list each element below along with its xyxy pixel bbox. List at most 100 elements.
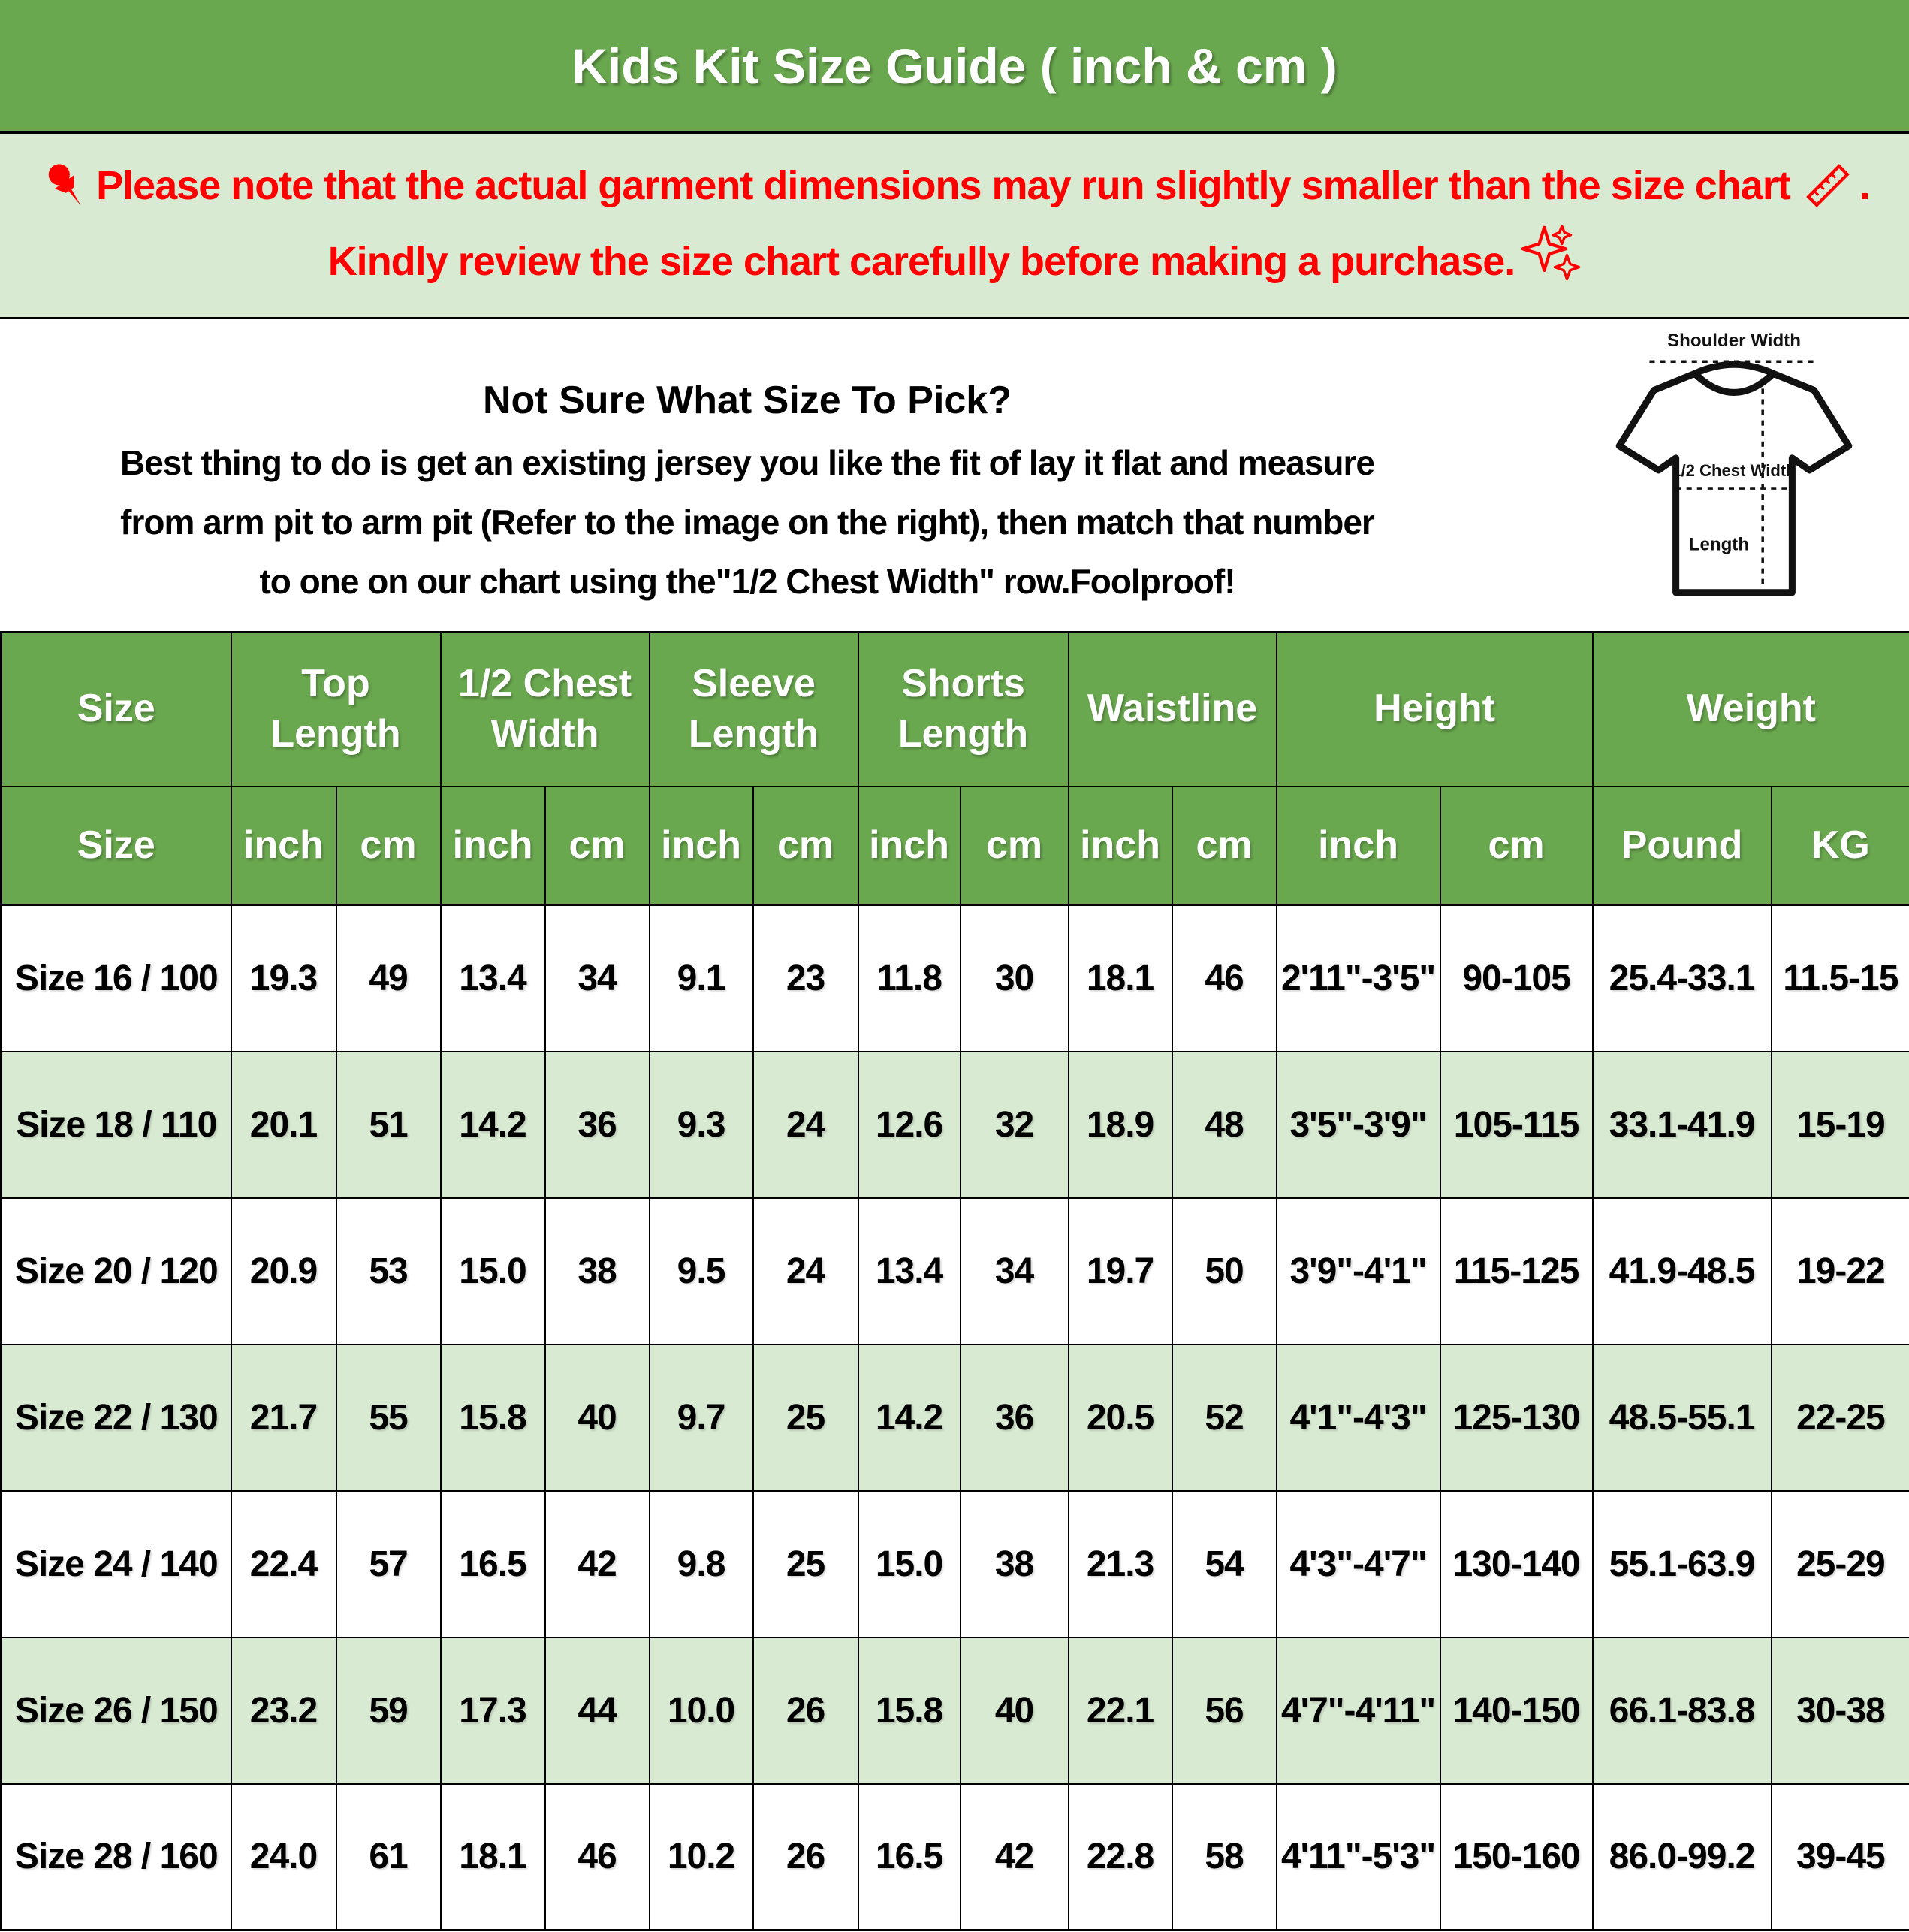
size-cell: 55 xyxy=(335,1343,442,1492)
size-cell: 9.1 xyxy=(648,904,754,1052)
notice-line-2: Kindly review the size chart carefully b… xyxy=(327,225,1582,293)
size-cell: 41.9-48.5 xyxy=(1591,1197,1772,1345)
size-cell: 34 xyxy=(544,904,650,1052)
size-row: Size 16 / 100 19.3 49 13.4 34 9.1 23 11.8 30 18.1… xyxy=(0,904,1909,1052)
row-label: Size 20 / 120 xyxy=(0,1197,232,1345)
ruler-icon xyxy=(1805,164,1850,207)
pushpin-icon xyxy=(48,164,81,206)
column-group-header: Height xyxy=(1275,631,1594,787)
size-cell: 4'11"-5'3" xyxy=(1275,1783,1441,1931)
size-cell: 9.8 xyxy=(648,1490,754,1638)
column-subheader: cm xyxy=(752,785,859,906)
size-cell: 23.2 xyxy=(230,1636,337,1785)
size-cell: 61 xyxy=(335,1783,442,1931)
size-cell: 59 xyxy=(335,1636,442,1785)
size-cell: 15.0 xyxy=(439,1197,546,1345)
size-row: Size 22 / 130 21.7 55 15.8 40 9.7 25 14.2 36 20.5… xyxy=(0,1343,1909,1492)
size-cell: 13.4 xyxy=(857,1197,961,1345)
notice-banner: Please note that the actual garment dime… xyxy=(0,134,1909,319)
size-cell: 26 xyxy=(752,1636,859,1785)
size-cell: 20.1 xyxy=(230,1050,337,1199)
size-cell: 14.2 xyxy=(439,1050,546,1199)
size-cell: 21.7 xyxy=(230,1343,337,1492)
size-cell: 16.5 xyxy=(439,1490,546,1638)
size-cell: 20.9 xyxy=(230,1197,337,1345)
size-cell: 11.5-15 xyxy=(1770,904,1909,1052)
size-cell: 38 xyxy=(959,1490,1069,1638)
column-subheader: cm xyxy=(959,785,1069,906)
size-cell: 48.5-55.1 xyxy=(1591,1343,1772,1492)
size-cell: 56 xyxy=(1171,1636,1277,1785)
column-subheader: inch xyxy=(857,785,961,906)
size-cell: 25.4-33.1 xyxy=(1591,904,1772,1052)
size-cell: 54 xyxy=(1171,1490,1277,1638)
size-cell: 15.0 xyxy=(857,1490,961,1638)
column-subheader: cm xyxy=(1439,785,1594,906)
tshirt-collar xyxy=(1693,361,1775,377)
size-cell: 25 xyxy=(752,1343,859,1492)
column-subheader: cm xyxy=(544,785,650,906)
size-cell: 33.1-41.9 xyxy=(1591,1050,1772,1199)
size-cell: 40 xyxy=(959,1636,1069,1785)
size-cell: 15.8 xyxy=(857,1636,961,1785)
size-row: Size 18 / 110 20.1 51 14.2 36 9.3 24 12.6 32 18.9… xyxy=(0,1050,1909,1199)
column-subheader: inch xyxy=(648,785,754,906)
size-cell: 15-19 xyxy=(1770,1050,1909,1199)
table-subheader-row: Size inch cm inch cm inch cm inch cm inch cm inch cm… xyxy=(0,785,1909,906)
notice-line-1: Please note that the actual garment dime… xyxy=(39,158,1871,213)
size-cell: 12.6 xyxy=(857,1050,961,1199)
size-cell: 46 xyxy=(544,1783,650,1931)
column-subheader: Pound xyxy=(1591,785,1772,906)
size-cell: 18.1 xyxy=(1067,904,1173,1052)
size-cell: 39-45 xyxy=(1770,1783,1909,1931)
size-cell: 20.5 xyxy=(1067,1343,1173,1492)
row-label: Size 18 / 110 xyxy=(0,1050,232,1199)
size-cell: 42 xyxy=(544,1490,650,1638)
size-cell: 125-130 xyxy=(1439,1343,1594,1492)
column-subheader: cm xyxy=(1171,785,1277,906)
size-cell: 23 xyxy=(752,904,859,1052)
size-cell: 15.8 xyxy=(439,1343,546,1492)
size-cell: 90-105 xyxy=(1439,904,1594,1052)
size-row: Size 20 / 120 20.9 53 15.0 38 9.5 24 13.4 34 19.7… xyxy=(0,1197,1909,1345)
size-cell: 16.5 xyxy=(857,1783,961,1931)
column-group-header: Size xyxy=(0,631,232,787)
size-cell: 36 xyxy=(544,1050,650,1199)
page-title: Kids Kit Size Guide ( inch & cm ) xyxy=(571,38,1338,94)
size-cell: 22.8 xyxy=(1067,1783,1173,1931)
row-label: Size 28 / 160 xyxy=(0,1783,232,1931)
size-cell: 19.7 xyxy=(1067,1197,1173,1345)
row-label: Size 24 / 140 xyxy=(0,1490,232,1638)
size-cell: 49 xyxy=(335,904,442,1052)
column-subheader: KG xyxy=(1770,785,1909,906)
size-cell: 3'9"-4'1" xyxy=(1275,1197,1441,1345)
size-cell: 55.1-63.9 xyxy=(1591,1490,1772,1638)
row-label: Size 26 / 150 xyxy=(0,1636,232,1785)
size-cell: 24 xyxy=(752,1197,859,1345)
size-row: Size 28 / 160 24.0 61 18.1 46 10.2 26 16.5 42 22.… xyxy=(0,1783,1909,1931)
size-cell: 66.1-83.8 xyxy=(1591,1636,1772,1785)
size-cell: 25 xyxy=(752,1490,859,1638)
size-help-section: Not Sure What Size To Pick? Best thing t… xyxy=(0,319,1909,631)
size-cell: 4'3"-4'7" xyxy=(1275,1490,1441,1638)
size-cell: 58 xyxy=(1171,1783,1277,1931)
size-cell: 105-115 xyxy=(1439,1050,1594,1199)
column-group-header: Waistline xyxy=(1067,631,1277,787)
size-cell: 9.3 xyxy=(648,1050,754,1199)
size-cell: 10.0 xyxy=(648,1636,754,1785)
size-cell: 3'5"-3'9" xyxy=(1275,1050,1441,1199)
size-cell: 18.9 xyxy=(1067,1050,1173,1199)
size-cell: 86.0-99.2 xyxy=(1591,1783,1772,1931)
notice-text-2: Kindly review the size chart carefully b… xyxy=(327,239,1516,284)
size-cell: 4'1"-4'3" xyxy=(1275,1343,1441,1492)
size-help-line-2: from arm pit to arm pit (Refer to the im… xyxy=(120,503,1375,542)
tshirt-outline xyxy=(1615,370,1853,596)
size-cell: 10.2 xyxy=(648,1783,754,1931)
size-cell: 14.2 xyxy=(857,1343,961,1492)
size-help-line-1: Best thing to do is get an existing jers… xyxy=(119,443,1375,482)
size-cell: 38 xyxy=(544,1197,650,1345)
size-cell: 52 xyxy=(1171,1343,1277,1492)
size-cell: 36 xyxy=(959,1343,1069,1492)
column-group-header: 1/2 Chest Width xyxy=(439,631,650,787)
size-row: Size 24 / 140 22.4 57 16.5 42 9.8 25 15.0 38 21.3… xyxy=(0,1490,1909,1638)
